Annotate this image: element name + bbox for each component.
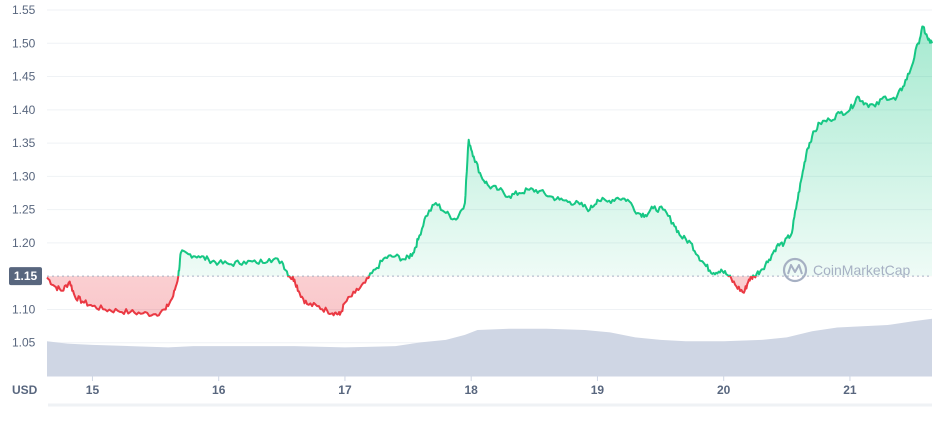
gridlines [47, 9, 932, 344]
x-tick-label: 19 [591, 383, 605, 397]
x-tick-label: 21 [843, 383, 857, 397]
y-tick-label: 1.50 [12, 36, 36, 50]
volume-area [47, 318, 932, 376]
y-tick-label: 1.10 [12, 302, 36, 316]
x-tick-label: 15 [86, 383, 100, 397]
x-axis-ticks: 15 16 17 18 19 20 21 [86, 376, 857, 397]
price-fill-above-reference [178, 26, 932, 277]
currency-label: USD [12, 383, 38, 397]
x-tick-label: 16 [212, 383, 226, 397]
x-tick-label: 17 [338, 383, 352, 397]
y-tick-label: 1.40 [12, 103, 36, 117]
reference-price-badge-bg [9, 267, 42, 286]
x-tick-label: 20 [717, 383, 731, 397]
y-tick-label: 1.20 [12, 236, 36, 250]
y-tick-label: 1.25 [12, 203, 36, 217]
y-tick-label: 1.05 [12, 336, 36, 350]
coinmarketcap-logo-icon [782, 257, 808, 283]
price-fill-below-reference [47, 276, 932, 316]
watermark-text: CoinMarketCap [813, 262, 910, 278]
y-tick-label: 1.35 [12, 136, 36, 150]
y-tick-label: 1.45 [12, 70, 36, 84]
y-axis-ticks: 1.05 1.10 1.20 1.25 1.30 1.35 1.40 1.45 1.50 1.55 [12, 3, 36, 350]
reference-price-badge: 1.15 [9, 267, 42, 286]
price-line-above-reference[interactable] [47, 25, 933, 317]
reference-price-label: 1.15 [14, 269, 38, 283]
y-tick-label: 1.30 [12, 169, 36, 183]
watermark: CoinMarketCap [782, 257, 910, 283]
x-tick-label: 18 [465, 383, 479, 397]
y-tick-label: 1.55 [12, 3, 36, 17]
